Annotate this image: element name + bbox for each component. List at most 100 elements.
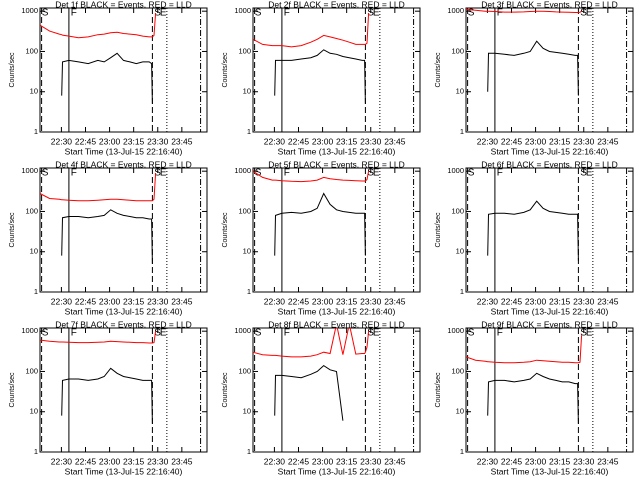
y-tick-label: 10: [456, 247, 464, 256]
marker-label: S: [42, 328, 49, 339]
x-tick-label: 22:30: [51, 296, 73, 306]
series-line: [466, 9, 582, 13]
x-tick-label: 23:15: [336, 136, 358, 146]
marker-label: S: [154, 8, 161, 19]
y-tick-label: 10: [243, 247, 251, 256]
y-tick-label: 1: [34, 287, 38, 296]
panel: Det 9f BLACK = Events, RED = LLD Counts/s…: [435, 319, 634, 476]
y-tick-label: 1: [460, 127, 464, 136]
marker-label: S: [154, 328, 161, 339]
x-tick-label: 22:30: [51, 456, 73, 466]
x-tick-label: 23:00: [525, 456, 547, 466]
x-axis-label: Start Time (13-Jul-15 22:16:40): [491, 306, 609, 316]
panel: Det 3f BLACK = Events, RED = LLD Counts/s…: [435, 0, 634, 156]
marker-label: E: [373, 8, 380, 19]
marker-label: S: [580, 168, 587, 179]
y-axis-label: Counts/sec: [9, 372, 16, 408]
marker-label: S: [468, 8, 475, 19]
x-tick-label: 23:00: [99, 136, 121, 146]
marker-label: E: [373, 328, 380, 339]
y-tick-label: 1000: [447, 166, 464, 175]
y-axis-label: Counts/sec: [222, 212, 229, 248]
x-tick-label: 23:45: [171, 296, 193, 306]
series-line: [40, 12, 157, 39]
x-tick-label: 23:30: [147, 136, 169, 146]
marker-label: F: [284, 328, 290, 339]
x-tick-label: 23:30: [573, 296, 595, 306]
series-line: [61, 209, 153, 264]
y-tick-label: 1000: [234, 166, 251, 175]
x-axis-label: Start Time (13-Jul-15 22:16:40): [278, 146, 396, 156]
x-tick-label: 22:45: [288, 136, 310, 146]
x-axis-label: Start Time (13-Jul-15 22:16:40): [491, 466, 609, 476]
x-tick-label: 23:45: [597, 456, 619, 466]
y-tick-label: 10: [30, 407, 38, 416]
plot-frame: [252, 327, 421, 453]
y-tick-label: 1: [247, 127, 251, 136]
x-tick-label: 22:30: [477, 296, 499, 306]
x-tick-label: 22:45: [75, 296, 97, 306]
y-tick-label: 1: [247, 447, 251, 456]
x-tick-label: 23:45: [384, 136, 406, 146]
y-tick-label: 10: [30, 87, 38, 96]
marker-label: F: [71, 328, 77, 339]
y-tick-label: 1000: [21, 326, 38, 335]
x-tick-label: 23:15: [123, 456, 145, 466]
x-tick-label: 22:30: [264, 136, 286, 146]
x-tick-label: 23:30: [360, 456, 382, 466]
x-tick-label: 22:45: [501, 456, 523, 466]
y-axis-label: Counts/sec: [222, 372, 229, 408]
marker-label: F: [497, 8, 503, 19]
marker-label: E: [160, 8, 167, 19]
x-tick-label: 23:45: [597, 136, 619, 146]
x-tick-label: 23:15: [123, 136, 145, 146]
marker-label: F: [497, 328, 503, 339]
panel-title: Det 9f BLACK = Events, RED = LLD: [481, 319, 618, 329]
plot-frame: [465, 327, 634, 453]
y-tick-label: 1: [34, 127, 38, 136]
marker-label: S: [255, 328, 262, 339]
y-tick-label: 100: [451, 46, 464, 55]
marker-label: E: [586, 328, 593, 339]
panel-title: Det 7f BLACK = Events, RED = LLD: [55, 319, 192, 329]
marker-label: S: [42, 8, 49, 19]
x-tick-label: 22:45: [75, 456, 97, 466]
series-line: [274, 192, 366, 256]
x-tick-label: 23:15: [549, 136, 571, 146]
x-tick-label: 22:30: [264, 456, 286, 466]
y-axis-label: Counts/sec: [9, 212, 16, 248]
y-tick-label: 100: [451, 206, 464, 215]
x-tick-label: 23:30: [147, 456, 169, 466]
plot-frame: [252, 7, 421, 133]
panel-title: Det 1f BLACK = Events, RED = LLD: [55, 0, 192, 9]
plot-frame: [39, 327, 208, 453]
panel-title: Det 4f BLACK = Events, RED = LLD: [55, 159, 192, 169]
panel: Det 2f BLACK = Events, RED = LLD Counts/s…: [222, 0, 421, 156]
x-tick-label: 22:45: [288, 296, 310, 306]
marker-label: E: [586, 8, 593, 19]
y-tick-label: 1000: [234, 326, 251, 335]
x-tick-label: 23:45: [384, 456, 406, 466]
marker-label: S: [367, 328, 374, 339]
marker-label: F: [71, 8, 77, 19]
plot-frame: [465, 7, 634, 133]
x-tick-label: 23:00: [99, 296, 121, 306]
panel: Det 7f BLACK = Events, RED = LLD Counts/s…: [9, 319, 208, 476]
series-line: [274, 364, 344, 421]
y-axis-label: Counts/sec: [435, 212, 442, 248]
x-tick-label: 23:00: [99, 456, 121, 466]
y-tick-label: 100: [238, 46, 251, 55]
panel: Det 1f BLACK = Events, RED = LLD Counts/s…: [9, 0, 208, 156]
series-line: [61, 52, 153, 104]
y-tick-label: 1: [247, 287, 251, 296]
y-tick-label: 10: [30, 247, 38, 256]
panel-title: Det 8f BLACK = Events, RED = LLD: [268, 319, 405, 329]
x-tick-label: 23:00: [312, 136, 334, 146]
series-line: [487, 200, 579, 261]
x-tick-label: 23:30: [573, 136, 595, 146]
y-axis-label: Counts/sec: [222, 52, 229, 88]
x-tick-label: 22:30: [51, 136, 73, 146]
marker-label: S: [154, 168, 161, 179]
x-tick-label: 23:15: [123, 296, 145, 306]
